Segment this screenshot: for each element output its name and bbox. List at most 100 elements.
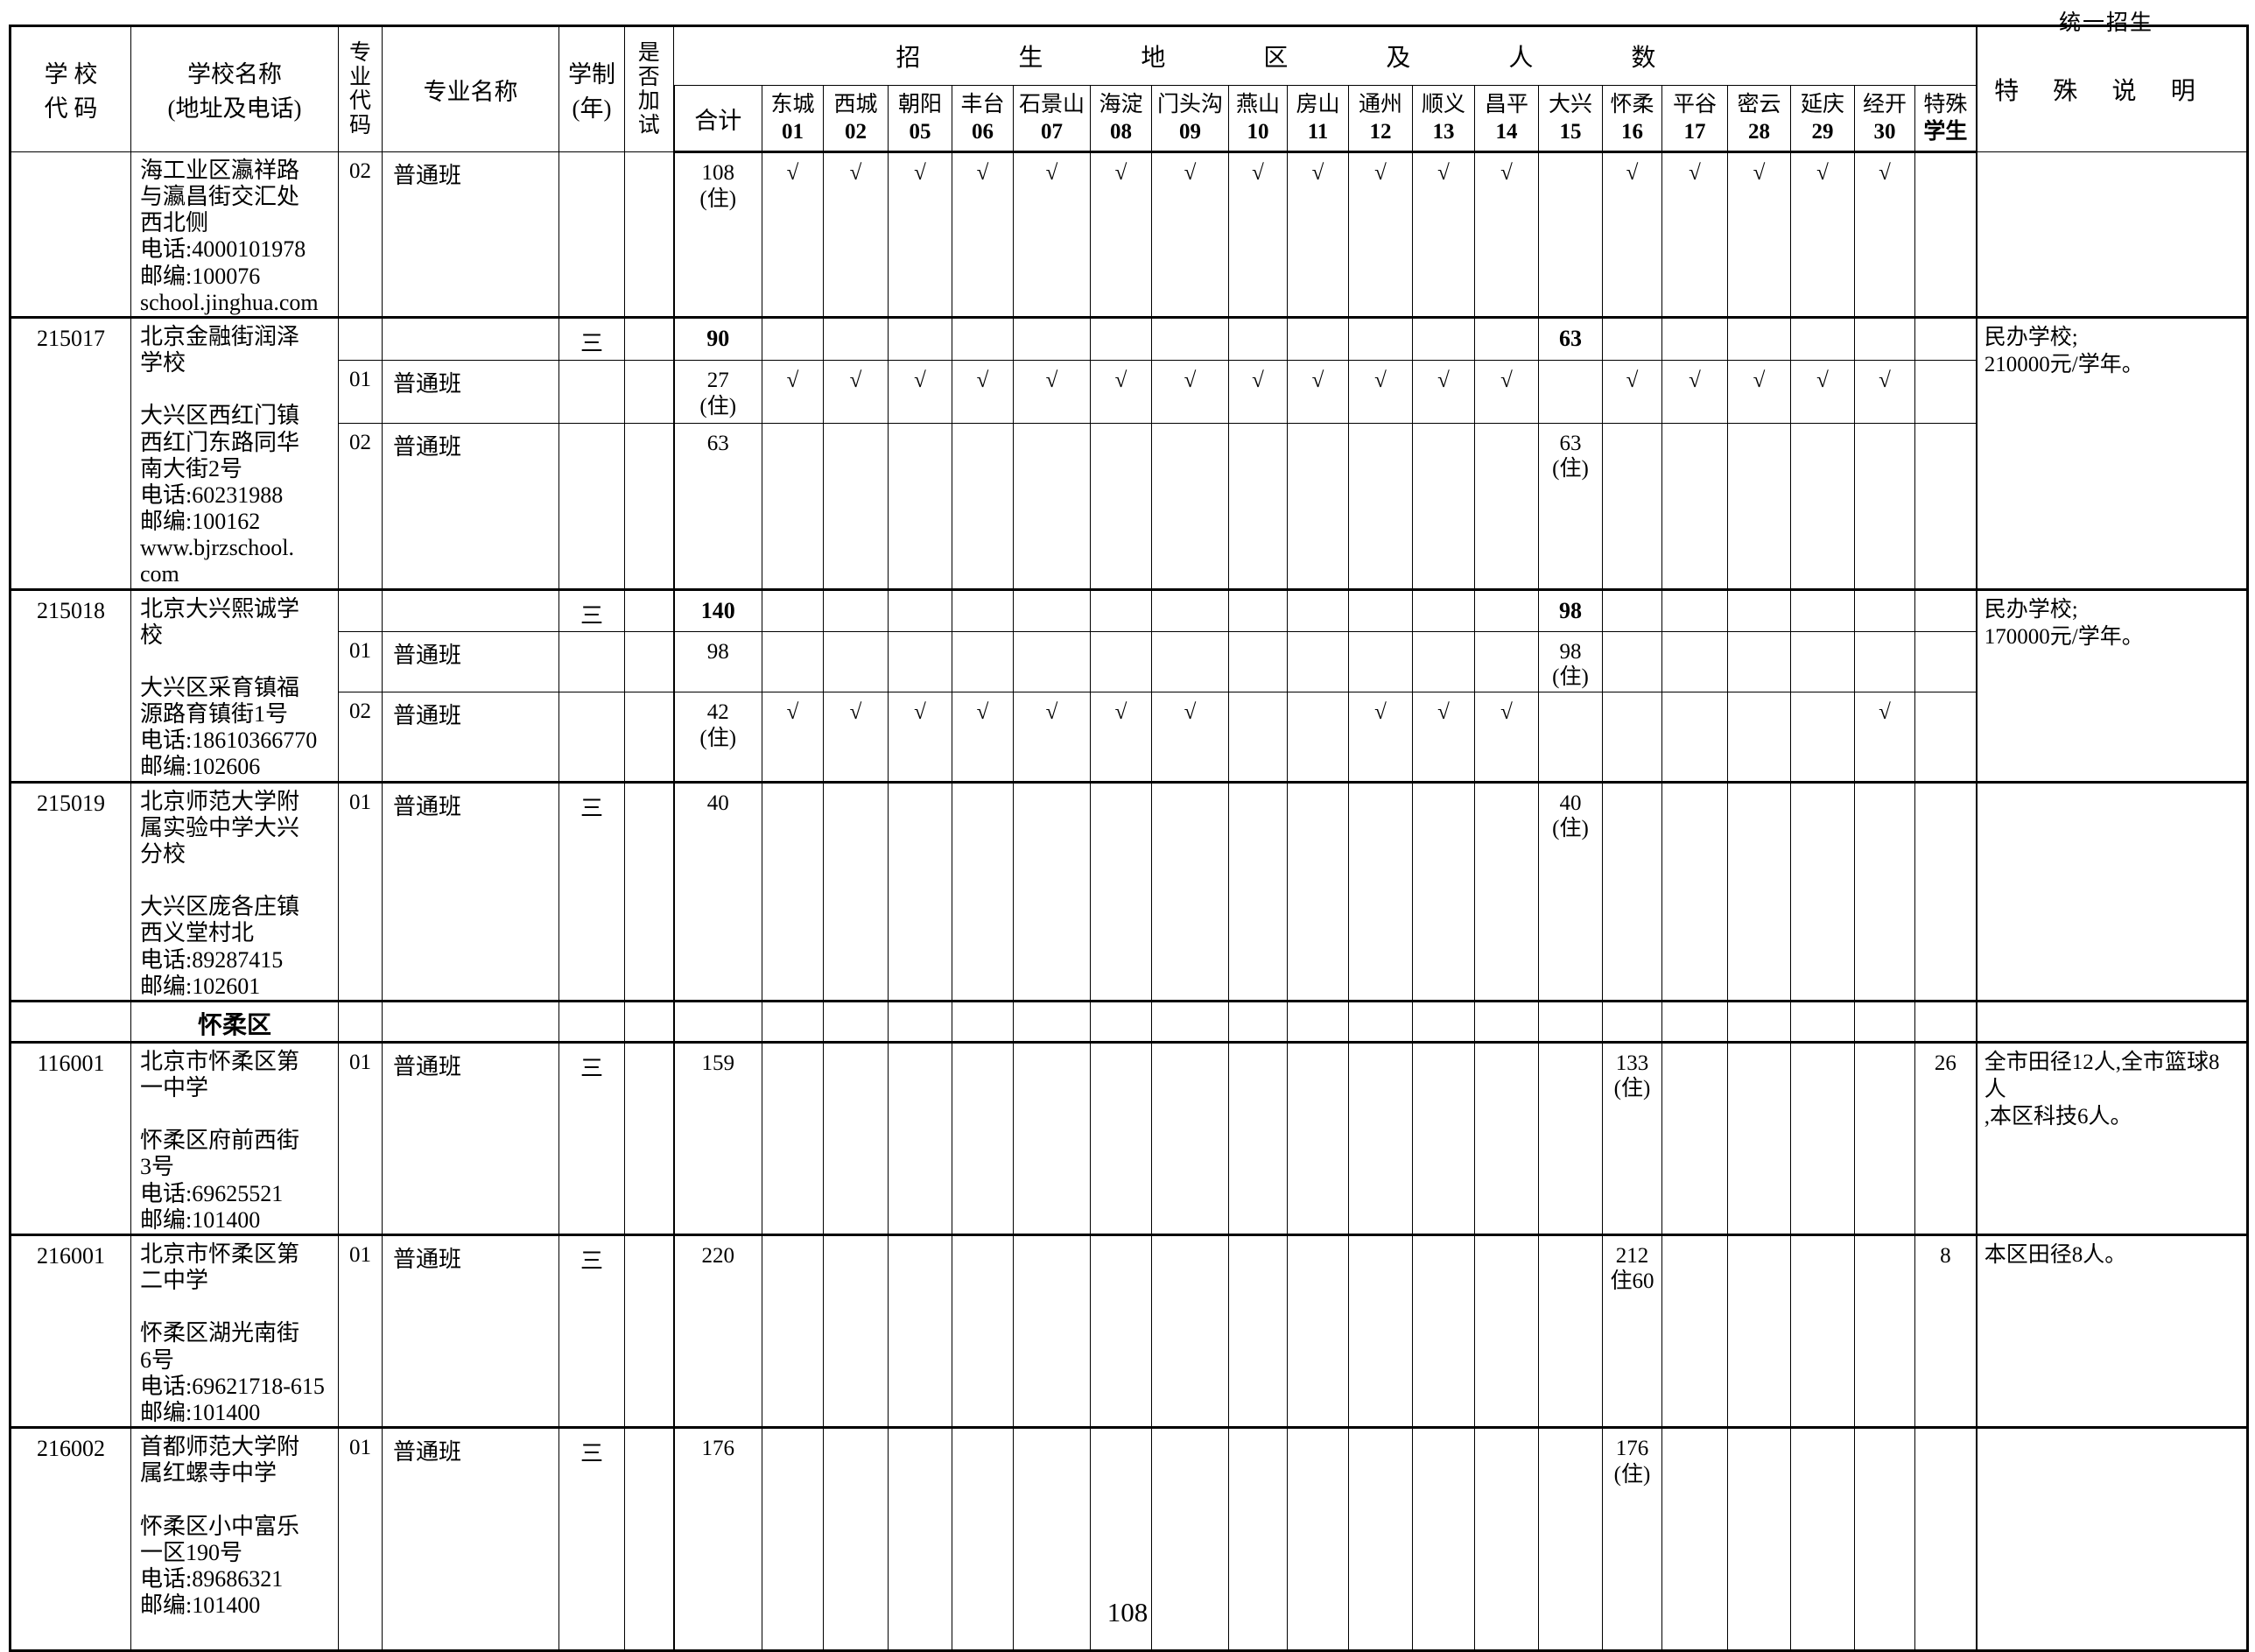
region-cell	[1348, 1040, 1413, 1235]
region-cell: √	[1412, 360, 1475, 424]
region-cell	[1348, 999, 1413, 1043]
region-cell	[1790, 1040, 1855, 1235]
region-cell	[1790, 587, 1855, 632]
region-cell: 212 住60	[1602, 1233, 1662, 1429]
region-cell	[1287, 1233, 1349, 1429]
region-cell	[823, 1233, 889, 1429]
region-cell	[1854, 1426, 1915, 1652]
special-student-label2: 学生	[1923, 120, 1968, 144]
region-cell	[1602, 692, 1662, 783]
special-student-cell	[1914, 315, 1978, 362]
region-cell	[1727, 780, 1791, 1002]
region-cell: √	[952, 692, 1014, 783]
region-cell	[1727, 315, 1791, 362]
region-cell: √	[1854, 151, 1915, 318]
school-code-cell: 216001	[10, 1233, 131, 1429]
test-cell	[624, 780, 674, 1002]
district-code: 14	[1495, 120, 1518, 144]
region-cell: √	[1151, 692, 1229, 783]
region-cell: √	[1727, 151, 1791, 318]
years-cell: 三	[558, 315, 625, 362]
region-cell	[1348, 422, 1413, 590]
region-cell	[1474, 1426, 1539, 1652]
region-cell	[1854, 422, 1915, 590]
total-cell: 40	[672, 780, 762, 1002]
district-name: 密云	[1737, 92, 1781, 116]
region-cell: √	[1287, 151, 1349, 318]
district-code: 09	[1179, 120, 1201, 144]
region-cell	[1854, 999, 1915, 1043]
region-cell	[823, 630, 889, 693]
region-cell	[1790, 780, 1855, 1002]
district-code: 01	[782, 120, 804, 144]
region-cell	[1013, 315, 1091, 362]
region-cell	[762, 422, 824, 590]
region-cell	[1854, 1040, 1915, 1235]
region-cell	[1287, 315, 1349, 362]
test-cell	[624, 360, 674, 424]
district-name: 大兴	[1548, 92, 1592, 116]
major-code-cell: 02	[338, 151, 383, 318]
region-cell: √	[1228, 360, 1288, 424]
major-name-cell: 普通班	[382, 630, 559, 693]
region-cell	[1348, 630, 1413, 693]
major-name-cell	[382, 315, 559, 362]
region-cell	[1854, 587, 1915, 632]
test-cell	[624, 630, 674, 693]
region-cell	[1412, 587, 1475, 632]
region-cell	[888, 315, 952, 362]
region-cell	[1412, 1426, 1475, 1652]
region-cell: √	[952, 360, 1014, 424]
test-cell	[624, 1040, 674, 1235]
region-cell	[1661, 780, 1728, 1002]
col-special-student: 特殊 学生	[1914, 85, 1978, 153]
col-special-note: 特殊说明	[1975, 25, 2249, 152]
years-cell: 三	[558, 1040, 625, 1235]
region-cell	[1287, 780, 1349, 1002]
region-cell	[888, 1426, 952, 1652]
region-cell	[1151, 999, 1229, 1043]
school-code-cell: 215018	[10, 587, 131, 783]
special-student-cell	[1914, 151, 1978, 318]
total-cell: 220	[672, 1233, 762, 1429]
region-cell	[1151, 780, 1229, 1002]
region-cell	[1727, 587, 1791, 632]
region-cell	[1090, 422, 1152, 590]
major-code-cell: 01	[338, 360, 383, 424]
table-row: 215018 北京大兴熙诚学 校 大兴区采育镇福 源路育镇街1号 电话:1861…	[10, 587, 2249, 783]
region-cell	[1151, 422, 1229, 590]
major-code-cell: 01	[338, 1233, 383, 1429]
col-district-xicheng: 西城 02	[823, 85, 889, 153]
school-name-cell: 北京金融街润泽 学校 大兴区西红门镇 西红门东路同华 南大街2号 电话:6023…	[130, 315, 339, 590]
region-cell	[952, 587, 1014, 632]
region-cell	[1602, 999, 1662, 1043]
total-cell	[672, 999, 762, 1043]
years-cell	[558, 151, 625, 318]
region-cell	[1661, 999, 1728, 1043]
test-cell	[624, 692, 674, 783]
region-cell	[1151, 315, 1229, 362]
col-district-huairou: 怀柔 16	[1602, 85, 1662, 153]
region-cell: √	[1151, 151, 1229, 318]
special-student-cell	[1914, 360, 1978, 424]
region-cell	[1228, 1040, 1288, 1235]
major-code-cell: 01	[338, 780, 383, 1002]
region-cell: √	[1090, 692, 1152, 783]
note-cell	[1975, 1426, 2249, 1652]
region-cell	[1602, 587, 1662, 632]
region-cell	[1090, 1426, 1152, 1652]
region-cell	[1228, 1426, 1288, 1652]
region-cell	[888, 999, 952, 1043]
region-cell	[952, 630, 1014, 693]
school-name-cell: 北京市怀柔区第 二中学 怀柔区湖光南街 6号 电话:69621718-615 邮…	[130, 1233, 339, 1429]
region-cell	[1474, 1040, 1539, 1235]
region-cell	[1412, 422, 1475, 590]
note-cell	[1975, 151, 2249, 318]
region-cell	[1790, 315, 1855, 362]
special-student-cell	[1914, 587, 1978, 632]
years-cell	[558, 360, 625, 424]
region-cell	[1412, 1040, 1475, 1235]
years-cell: 三	[558, 1426, 625, 1652]
col-district-miyun: 密云 28	[1727, 85, 1791, 153]
years-cell	[558, 422, 625, 590]
